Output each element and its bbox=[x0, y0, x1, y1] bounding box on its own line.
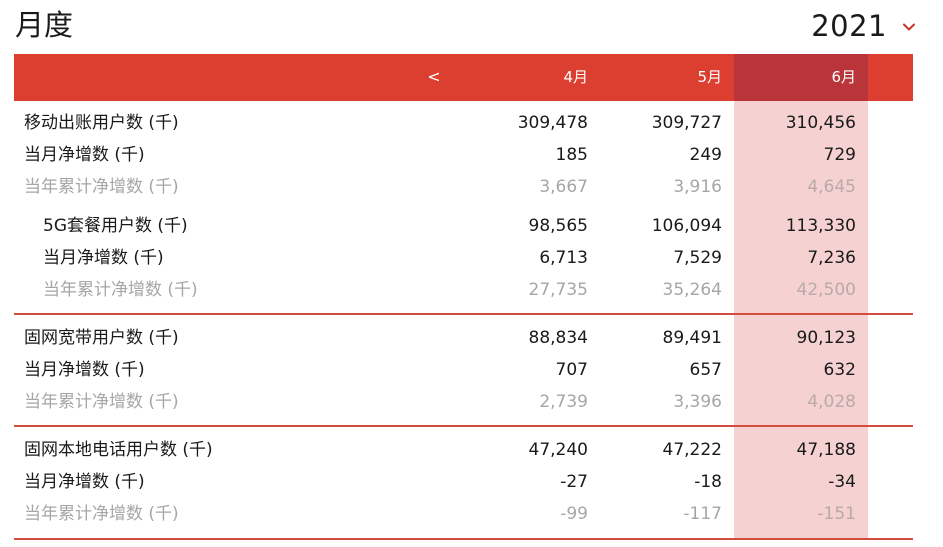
cell-value: 707 bbox=[555, 360, 588, 380]
row-label: 固网宽带用户数 (千) bbox=[24, 328, 179, 348]
table-row: 当年累计净增数 (千) 27,735 35,264 42,500 bbox=[14, 274, 913, 306]
table-row: 固网宽带用户数 (千) 88,834 89,491 90,123 bbox=[14, 322, 913, 354]
cell-value: 89,491 bbox=[662, 328, 722, 348]
row-label: 当年累计净增数 (千) bbox=[24, 392, 179, 412]
table-row: 当年累计净增数 (千) 3,667 3,916 4,645 bbox=[14, 171, 913, 203]
cell-value: 35,264 bbox=[662, 280, 722, 300]
selected-month-header-highlight bbox=[734, 54, 868, 101]
column-header-apr[interactable]: 4月 bbox=[563, 68, 588, 86]
cell-value: 185 bbox=[555, 145, 588, 165]
row-label: 5G套餐用户数 (千) bbox=[43, 216, 188, 236]
cell-value: -27 bbox=[560, 472, 588, 492]
cell-value: 3,667 bbox=[539, 177, 588, 197]
cell-value: 249 bbox=[689, 145, 722, 165]
table-header: < 4月 5月 6月 bbox=[14, 54, 913, 101]
row-label: 当月净增数 (千) bbox=[24, 360, 145, 380]
table-row: 当年累计净增数 (千) 2,739 3,396 4,028 bbox=[14, 386, 913, 418]
cell-value: 47,240 bbox=[528, 440, 588, 460]
cell-value: 2,739 bbox=[539, 392, 588, 412]
cell-value: -151 bbox=[817, 504, 856, 524]
cell-value: 309,727 bbox=[651, 113, 722, 133]
cell-value: -117 bbox=[683, 504, 722, 524]
cell-value: 7,236 bbox=[807, 248, 856, 268]
table-row: 当月净增数 (千) 185 249 729 bbox=[14, 139, 913, 171]
section-divider bbox=[14, 313, 913, 315]
cell-value: 3,916 bbox=[673, 177, 722, 197]
cell-value: 3,396 bbox=[673, 392, 722, 412]
cell-value: -18 bbox=[694, 472, 722, 492]
row-label: 当月净增数 (千) bbox=[24, 472, 145, 492]
row-label: 当年累计净增数 (千) bbox=[43, 280, 198, 300]
cell-value: 7,529 bbox=[673, 248, 722, 268]
row-label: 固网本地电话用户数 (千) bbox=[24, 440, 213, 460]
cell-value: 309,478 bbox=[517, 113, 588, 133]
year-selector[interactable]: 2021 bbox=[811, 8, 917, 44]
cell-value: 106,094 bbox=[651, 216, 722, 236]
cell-value: 113,330 bbox=[785, 216, 856, 236]
table-row: 当月净增数 (千) -27 -18 -34 bbox=[14, 466, 913, 498]
cell-value: 27,735 bbox=[528, 280, 588, 300]
cell-value: 632 bbox=[823, 360, 856, 380]
cell-value: 47,222 bbox=[662, 440, 722, 460]
row-label: 当月净增数 (千) bbox=[43, 248, 164, 268]
row-label: 当年累计净增数 (千) bbox=[24, 504, 179, 524]
table-row: 移动出账用户数 (千) 309,478 309,727 310,456 bbox=[14, 107, 913, 139]
section-divider bbox=[14, 425, 913, 427]
year-value: 2021 bbox=[811, 9, 887, 43]
section-divider bbox=[14, 538, 913, 540]
cell-value: -34 bbox=[828, 472, 856, 492]
cell-value: 4,028 bbox=[807, 392, 856, 412]
cell-value: 729 bbox=[823, 145, 856, 165]
cell-value: 90,123 bbox=[796, 328, 856, 348]
chevron-down-icon bbox=[903, 23, 915, 31]
previous-months-button[interactable]: < bbox=[427, 67, 441, 86]
selected-month-column-highlight bbox=[734, 55, 868, 538]
cell-value: 6,713 bbox=[539, 248, 588, 268]
table-row: 当月净增数 (千) 707 657 632 bbox=[14, 354, 913, 386]
column-header-jun[interactable]: 6月 bbox=[831, 68, 856, 86]
row-label: 移动出账用户数 (千) bbox=[24, 113, 179, 133]
table-row: 当年累计净增数 (千) -99 -117 -151 bbox=[14, 498, 913, 530]
table-row: 固网本地电话用户数 (千) 47,240 47,222 47,188 bbox=[14, 434, 913, 466]
row-label: 当月净增数 (千) bbox=[24, 145, 145, 165]
page-title: 月度 bbox=[15, 8, 74, 42]
cell-value: 310,456 bbox=[785, 113, 856, 133]
cell-value: 4,645 bbox=[807, 177, 856, 197]
table-row: 当月净增数 (千) 6,713 7,529 7,236 bbox=[14, 242, 913, 274]
cell-value: 42,500 bbox=[796, 280, 856, 300]
cell-value: 657 bbox=[689, 360, 722, 380]
cell-value: 98,565 bbox=[528, 216, 588, 236]
column-header-may[interactable]: 5月 bbox=[697, 68, 722, 86]
cell-value: 47,188 bbox=[796, 440, 856, 460]
row-label: 当年累计净增数 (千) bbox=[24, 177, 179, 197]
table-row: 5G套餐用户数 (千) 98,565 106,094 113,330 bbox=[14, 210, 913, 242]
cell-value: -99 bbox=[560, 504, 588, 524]
cell-value: 88,834 bbox=[528, 328, 588, 348]
